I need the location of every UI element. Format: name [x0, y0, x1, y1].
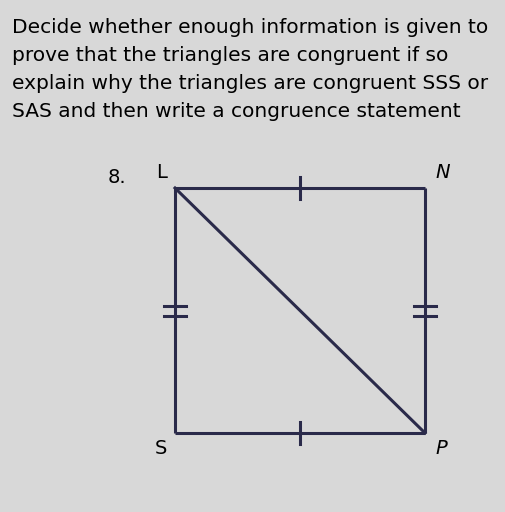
Text: explain why the triangles are congruent SSS or: explain why the triangles are congruent … — [12, 74, 488, 93]
Text: P: P — [435, 439, 447, 458]
Text: prove that the triangles are congruent if so: prove that the triangles are congruent i… — [12, 46, 448, 65]
Text: S: S — [155, 439, 167, 458]
Text: 8.: 8. — [108, 168, 127, 187]
Text: L: L — [156, 163, 167, 182]
Text: Decide whether enough information is given to: Decide whether enough information is giv… — [12, 18, 488, 37]
Text: SAS and then write a congruence statement: SAS and then write a congruence statemen… — [12, 102, 461, 121]
Text: N: N — [435, 163, 449, 182]
